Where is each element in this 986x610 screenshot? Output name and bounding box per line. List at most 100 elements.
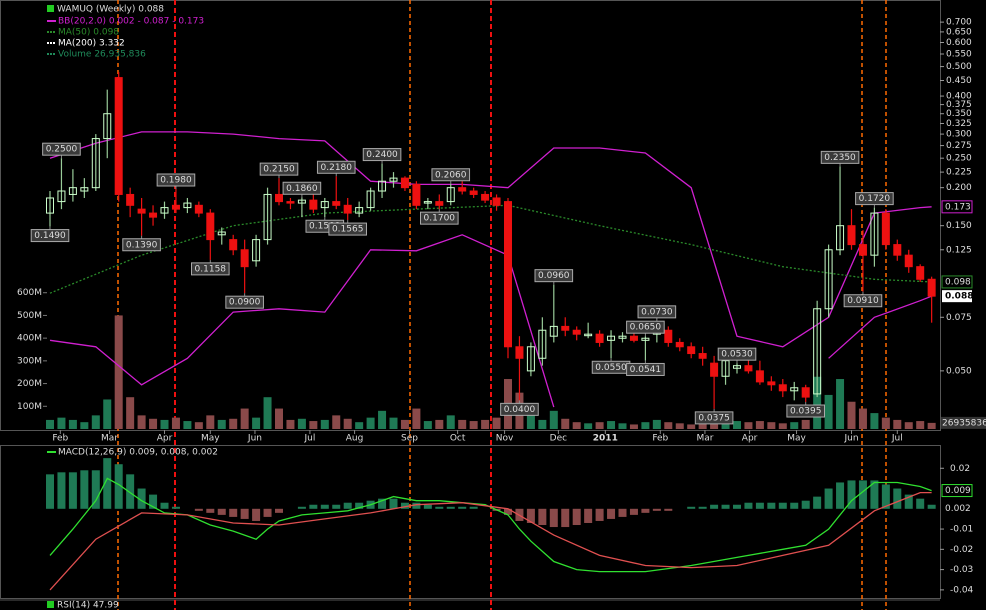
y-tick-label: 0.600 [946,38,972,48]
y-tick-label: 0.02 [950,464,970,474]
volume-bar [755,421,764,429]
candle-body [721,360,730,377]
candle-body [469,190,478,195]
label-box [431,168,471,182]
histogram-bar [378,498,387,509]
volume-bar [423,421,432,429]
volume-bar [904,422,913,429]
histogram-bar [240,508,249,519]
x-tick-label: Mar [696,434,713,444]
volume-bar [400,419,409,429]
label-box [316,160,356,174]
y-tick-label: 0.400 [946,92,972,102]
overlay-line [828,295,932,359]
legend-text: MA(50) 0.098 [58,28,119,38]
histogram-bar [68,472,77,509]
histogram-bar [320,504,329,509]
x-tick-label: May [201,434,220,444]
price-last-box [942,290,972,303]
histogram-bar [927,504,936,509]
price-label: 0.2150 [263,165,295,175]
x-tick-label: Apr [742,434,758,444]
candle-body [813,308,822,395]
price-panel [0,0,941,431]
price-label: 0.0730 [641,307,673,317]
volume-last-box [941,416,986,429]
price-label: 0.0910 [847,296,879,306]
histogram-bar [446,506,455,509]
volume-bar [641,422,650,429]
volume-bar [389,417,398,429]
price-label: 0.1860 [286,184,318,194]
x-tick-label: 2011 [593,434,618,444]
histogram-bar [858,480,867,509]
price-label: 0.0650 [630,323,662,333]
price-label: 0.0395 [790,407,822,417]
candle-body [492,197,501,206]
candle-body [435,201,444,206]
histogram-bar [389,498,398,509]
histogram-bar [916,498,925,509]
label-box [534,269,574,283]
volume-bar [126,397,135,429]
price-label: 0.0960 [538,271,570,281]
histogram-bar [538,508,547,526]
candle-body [629,335,638,341]
candle-body [687,346,696,355]
volume-bar [68,419,77,429]
y-tick-label: 0.375 [946,100,972,110]
x-tick-label: Dec [550,434,567,444]
volume-tick-label: 200M [17,379,42,389]
histogram-bar [813,496,822,509]
volume-bar [366,417,375,429]
x-tick-label: Jun [247,434,262,444]
histogram-bar [252,508,261,521]
candle-body [801,387,810,398]
legend-icon [47,5,54,12]
volume-bar [629,424,638,429]
histogram-bar [824,488,833,509]
volume-bar [584,423,593,429]
histogram-bar [412,502,421,509]
volume-bar [160,419,169,429]
histogram-bar [870,480,879,509]
candle-body [561,325,570,331]
histogram-bar [881,484,890,509]
histogram-bar [46,474,54,509]
candle-body [698,353,707,359]
histogram-bar [160,502,169,509]
y-tick-label: -0.01 [950,525,973,535]
candle-body [183,202,192,209]
label-box [156,173,196,187]
volume-bar [561,418,570,429]
histogram-bar [309,504,318,509]
histogram-bar [458,506,467,509]
histogram-bar [206,508,215,513]
price-label: 0.0900 [229,298,261,308]
histogram-bar [549,508,558,528]
volume-bar [916,421,925,429]
histogram-bar [904,494,913,509]
price-label: 0.1980 [160,175,192,185]
legend-text: Volume 26,935,836 [58,50,146,60]
histogram-bar [526,508,535,523]
candle-body [320,201,329,209]
volume-bar [813,376,822,429]
volume-bar [57,417,66,429]
volume-bar [572,422,581,429]
volume-bar [526,415,535,429]
histogram-bar [194,508,203,511]
volume-bar [927,422,936,429]
volume-bar [652,419,661,429]
histogram-bar [618,508,627,517]
candle-body [744,365,753,372]
candle-body [366,190,375,209]
price-label: 0.0550 [595,363,627,373]
candle-body [378,180,387,192]
candle-body [332,201,341,206]
histogram-bar [504,508,512,515]
x-tick-label: Mar [101,434,118,444]
candle-body [458,187,467,192]
macd-line [49,477,932,573]
histogram-bar [641,508,650,513]
